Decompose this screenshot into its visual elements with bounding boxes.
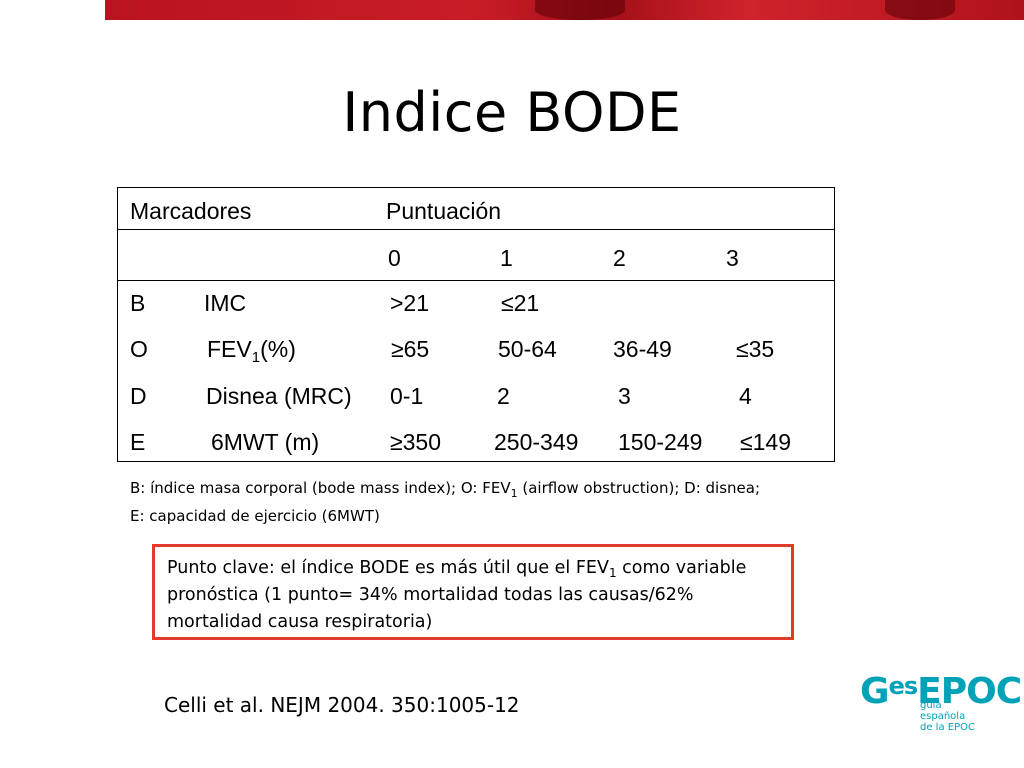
row-letter: E [130,429,146,455]
table-divider [118,229,834,230]
row-letter: O [130,336,148,362]
row-value: 150-249 [618,429,703,455]
banner-swirl [885,0,955,20]
keypoint-line-1: Punto clave: el índice BODE es más útil … [167,558,747,580]
row-letter: D [130,383,147,409]
row-value: ≥350 [390,429,441,455]
slide-title: Indice BODE [342,81,682,144]
score-0: 0 [388,245,401,271]
row-value: 250-349 [494,429,579,455]
row-letter: B [130,290,146,316]
bode-table: Marcadores Puntuación 0 1 2 3 B IMC >21 … [117,187,835,462]
row-value: ≤35 [736,336,775,362]
row-marker: FEV1(%) [207,336,296,366]
row-marker: Disnea (MRC) [206,383,352,409]
row-marker: 6MWT (m) [211,429,320,455]
logo-subtitle: guía española de la EPOC [920,700,975,733]
logo-wordmark: GesEPOC [860,671,1022,712]
keypoint-line-2: pronóstica (1 punto= 34% mortalidad toda… [167,585,694,605]
keypoint-box: Punto clave: el índice BODE es más útil … [152,544,794,640]
row-value: 3 [618,383,631,409]
footnote-line-2: E: capacidad de ejercicio (6MWT) [130,507,380,525]
score-1: 1 [500,245,513,271]
gesepoc-logo: GesEPOC guía española de la EPOC [860,666,1022,766]
row-value: ≤21 [501,290,540,316]
keypoint-line-3: mortalidad causa respiratoria) [167,612,433,632]
header-score: Puntuación [386,198,502,224]
footnote-line-1: B: índice masa corporal (bode mass index… [130,479,760,500]
score-3: 3 [726,245,739,271]
citation: Celli et al. NEJM 2004. 350:1005-12 [164,693,520,717]
top-banner [105,0,1024,20]
banner-swirl [535,0,625,20]
row-value: ≤149 [740,429,791,455]
score-2: 2 [613,245,626,271]
row-value: 2 [497,383,510,409]
header-markers: Marcadores [130,198,252,224]
row-value: 0-1 [390,383,424,409]
row-value: ≥65 [391,336,430,362]
row-marker: IMC [204,290,247,316]
row-value: >21 [390,290,430,316]
row-value: 4 [739,383,752,409]
row-value: 36-49 [613,336,672,362]
table-divider [118,280,834,281]
row-value: 50-64 [498,336,557,362]
